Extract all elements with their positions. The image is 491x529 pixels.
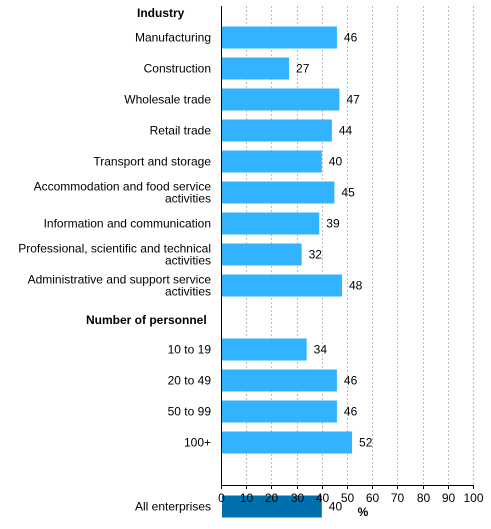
category-label-0-3: Retail trade — [150, 124, 212, 138]
value-label-1-1: 46 — [344, 374, 358, 388]
value-label-0-4: 40 — [329, 155, 343, 169]
bar-0-5 — [222, 181, 335, 204]
category-label-line-0-7-0: Professional, scientific and technical — [18, 242, 211, 256]
bar-0-7 — [222, 243, 302, 266]
value-label-0-6: 39 — [326, 217, 340, 231]
category-label-0-7: Professional, scientific and technical ac… — [18, 242, 211, 268]
x-tick-label-0: 0 — [218, 491, 225, 505]
category-label-1-0: 10 to 19 — [168, 343, 212, 357]
x-tick-label-70: 70 — [391, 491, 405, 505]
value-label-1-0: 34 — [314, 343, 328, 357]
category-label-line-0-8-1: activities — [165, 285, 211, 299]
bar-1-2 — [222, 400, 337, 423]
bar-0-2 — [222, 88, 340, 111]
group-title-0: Industry — [137, 6, 185, 20]
category-label-0-4: Transport and storage — [93, 155, 211, 169]
x-tick-label-50: 50 — [341, 491, 355, 505]
value-label-1-3: 52 — [359, 436, 373, 450]
bar-0-3 — [222, 119, 332, 142]
bar-0-0 — [222, 26, 337, 49]
category-label-0-8: Administrative and support service activi… — [28, 273, 212, 299]
group-title-1: Number of personnel — [86, 313, 207, 327]
value-labels: 46 27 47 44 40 45 39 32 48 34 46 46 52 40 — [296, 31, 373, 514]
bar-2-0 — [222, 495, 322, 518]
category-label-0-2: Wholesale trade — [124, 93, 211, 107]
x-tick-label-90: 90 — [442, 491, 456, 505]
value-label-0-1: 27 — [296, 62, 310, 76]
value-label-0-5: 45 — [341, 186, 355, 200]
category-label-line-0-7-1: activities — [165, 254, 211, 268]
value-label-2-0: 40 — [329, 500, 343, 514]
category-label-line-0-8-0: Administrative and support service — [28, 273, 212, 287]
bar-0-1 — [222, 57, 290, 80]
value-label-0-7: 32 — [309, 248, 323, 262]
category-label-line-0-5-0: Accommodation and food service — [34, 180, 212, 194]
bar-1-3 — [222, 431, 353, 454]
x-tick-label-10: 10 — [240, 491, 254, 505]
x-axis-ticks: 0 10 20 30 40 50 60 70 80 90 100 — [218, 485, 484, 505]
category-label-0-0: Manufacturing — [135, 31, 211, 45]
category-label-1-2: 50 to 99 — [168, 405, 212, 419]
category-label-1-1: 20 to 49 — [168, 374, 212, 388]
category-labels: Industry Manufacturing Construction Wholesa… — [18, 6, 211, 514]
x-axis-title: % — [358, 505, 369, 519]
category-label-0-6: Information and communication — [44, 217, 211, 231]
category-label-2-0: All enterprises — [135, 500, 211, 514]
bar-1-1 — [222, 369, 337, 392]
x-tick-label-100: 100 — [463, 491, 483, 505]
bar-0-8 — [222, 274, 342, 297]
bar-0-6 — [222, 212, 320, 235]
value-label-0-8: 48 — [349, 279, 363, 293]
category-label-1-3: 100+ — [184, 436, 211, 450]
bar-1-0 — [222, 338, 307, 361]
value-label-0-2: 47 — [346, 93, 360, 107]
bars — [222, 26, 353, 518]
value-label-0-0: 46 — [344, 31, 358, 45]
x-tick-label-20: 20 — [265, 491, 279, 505]
category-label-0-1: Construction — [144, 62, 211, 76]
x-tick-label-60: 60 — [366, 491, 380, 505]
x-tick-label-30: 30 — [291, 491, 305, 505]
category-label-0-5: Accommodation and food service activities — [34, 180, 212, 206]
value-label-0-3: 44 — [339, 124, 353, 138]
x-tick-label-80: 80 — [417, 491, 431, 505]
category-label-line-0-5-1: activities — [165, 192, 211, 206]
bar-0-4 — [222, 150, 322, 173]
value-label-1-2: 46 — [344, 405, 358, 419]
x-tick-label-40: 40 — [316, 491, 330, 505]
